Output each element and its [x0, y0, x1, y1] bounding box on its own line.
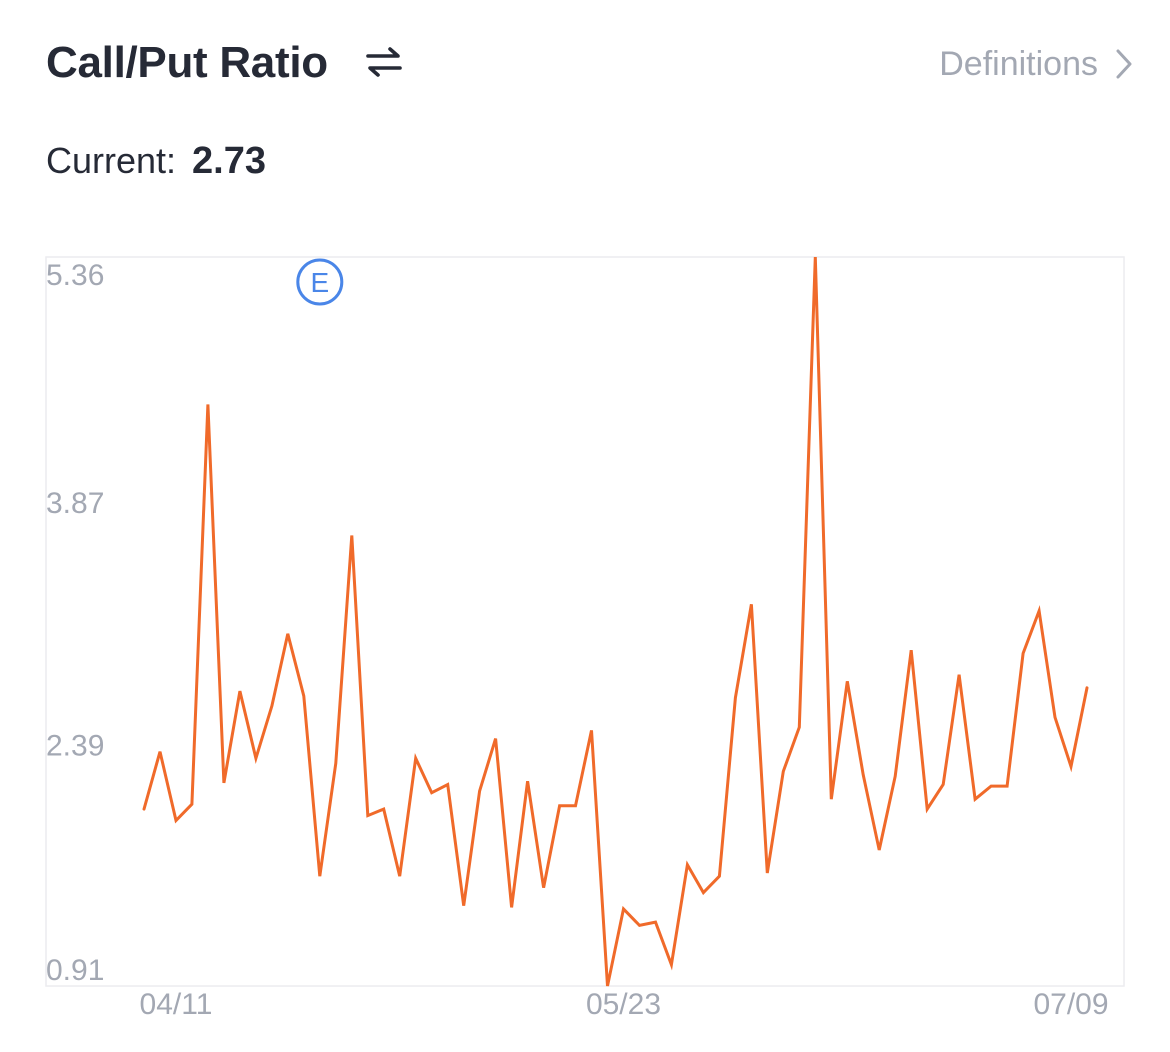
data-point[interactable]	[889, 770, 901, 782]
data-point[interactable]	[873, 844, 885, 856]
data-point[interactable]	[170, 815, 182, 827]
data-point[interactable]	[282, 628, 294, 640]
data-point[interactable]	[713, 870, 725, 882]
data-point[interactable]	[442, 779, 454, 791]
data-point[interactable]	[969, 793, 981, 805]
y-tick-label: 5.36	[46, 259, 104, 292]
data-point[interactable]	[522, 775, 534, 787]
earnings-marker-layer: E	[296, 258, 344, 306]
data-point[interactable]	[266, 700, 278, 712]
y-tick-label: 2.39	[46, 730, 104, 763]
data-point[interactable]	[618, 903, 630, 915]
data-point[interactable]	[250, 752, 262, 764]
data-point[interactable]	[458, 900, 470, 912]
x-tick-label: 07/09	[1033, 988, 1108, 1021]
data-point[interactable]	[697, 887, 709, 899]
data-point[interactable]	[186, 798, 198, 810]
data-point[interactable]	[729, 692, 741, 704]
data-point[interactable]	[362, 810, 374, 822]
data-point[interactable]	[154, 746, 166, 758]
data-point[interactable]	[234, 685, 246, 697]
chevron-right-icon	[1116, 49, 1132, 79]
data-point[interactable]	[650, 916, 662, 928]
current-value: 2.73	[192, 140, 267, 182]
data-point[interactable]	[985, 780, 997, 792]
earnings-marker-icon[interactable]	[296, 258, 344, 306]
data-point[interactable]	[1065, 761, 1077, 773]
x-tick-label: 05/23	[586, 988, 661, 1021]
data-point[interactable]	[1049, 711, 1061, 723]
data-point[interactable]	[745, 598, 757, 610]
data-point[interactable]	[394, 870, 406, 882]
data-point[interactable]	[298, 690, 310, 702]
data-points	[138, 251, 1093, 992]
data-point[interactable]	[1001, 780, 1013, 792]
definitions-link[interactable]: Definitions	[939, 42, 1136, 86]
header: Call/Put Ratio Definitions	[46, 32, 1136, 96]
x-tick-label: 04/11	[140, 988, 213, 1021]
data-point[interactable]	[905, 644, 917, 656]
data-point[interactable]	[921, 803, 933, 815]
plot-area	[45, 256, 1125, 987]
earnings-marker-label: E	[310, 267, 329, 298]
definitions-label: Definitions	[939, 44, 1098, 83]
data-point[interactable]	[490, 733, 502, 745]
data-point[interactable]	[953, 669, 965, 681]
data-point[interactable]	[426, 787, 438, 799]
data-point[interactable]	[554, 800, 566, 812]
data-point[interactable]	[378, 803, 390, 815]
data-point[interactable]	[761, 867, 773, 879]
data-point[interactable]	[506, 901, 518, 913]
y-tick-label: 3.87	[46, 487, 104, 520]
data-point[interactable]	[330, 757, 342, 769]
data-point[interactable]	[681, 859, 693, 871]
data-point[interactable]	[602, 980, 614, 992]
current-ratio: Current: 2.73	[46, 140, 266, 184]
data-point[interactable]	[538, 882, 550, 894]
data-point[interactable]	[809, 251, 821, 263]
data-point[interactable]	[665, 959, 677, 971]
data-point[interactable]	[202, 398, 214, 410]
x-axis: 04/11 05/23 07/09	[140, 988, 1109, 1021]
data-point[interactable]	[138, 803, 150, 815]
data-point[interactable]	[410, 752, 422, 764]
data-point[interactable]	[474, 785, 486, 797]
data-point[interactable]	[634, 919, 646, 931]
y-axis: 5.36 3.87 2.39 0.91	[46, 259, 104, 987]
swap-arrows-icon[interactable]	[364, 44, 404, 80]
data-point[interactable]	[218, 777, 230, 789]
data-point[interactable]	[841, 675, 853, 687]
y-tick-label: 0.91	[46, 954, 104, 987]
data-point[interactable]	[1017, 647, 1029, 659]
data-point[interactable]	[570, 800, 582, 812]
page-title: Call/Put Ratio	[46, 38, 328, 87]
data-point[interactable]	[586, 724, 598, 736]
current-label: Current:	[46, 140, 177, 181]
call-put-ratio-line	[142, 256, 1089, 987]
data-point[interactable]	[346, 530, 358, 542]
data-point[interactable]	[1033, 605, 1045, 617]
data-point[interactable]	[857, 769, 869, 781]
data-point[interactable]	[793, 721, 805, 733]
data-point[interactable]	[825, 793, 837, 805]
data-point[interactable]	[937, 779, 949, 791]
data-point[interactable]	[1081, 682, 1093, 694]
data-point[interactable]	[777, 765, 789, 777]
data-point[interactable]	[314, 870, 326, 882]
